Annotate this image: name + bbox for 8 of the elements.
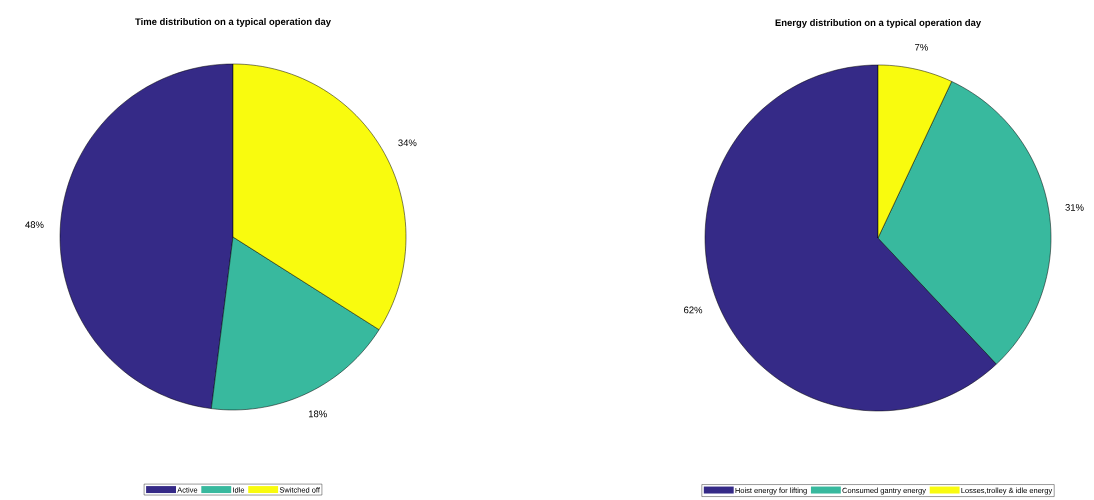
data-label: 48%: [25, 221, 44, 229]
chart-title: Time distribution on a typical operation day: [135, 18, 331, 27]
data-label: 62%: [684, 306, 703, 314]
chart-title: Energy distribution on a typical operation day: [775, 19, 982, 28]
data-label: 18%: [308, 410, 327, 418]
data-label: 34%: [398, 139, 417, 147]
data-label: 7%: [915, 43, 928, 51]
data-label: 31%: [1065, 204, 1084, 211]
